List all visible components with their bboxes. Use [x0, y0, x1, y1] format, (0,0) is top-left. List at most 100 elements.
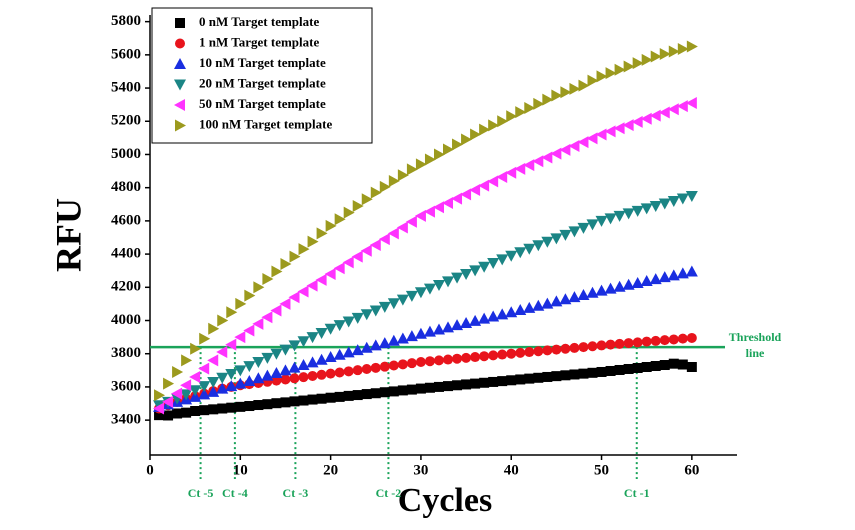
y-tick-label: 3600: [111, 378, 141, 394]
legend-label: 0 nM Target template: [199, 14, 319, 29]
marker: [370, 186, 382, 199]
x-tick-label: 0: [146, 462, 154, 478]
marker: [433, 148, 445, 161]
marker: [604, 125, 616, 138]
marker: [487, 175, 499, 188]
marker: [632, 337, 643, 348]
marker: [605, 67, 617, 80]
marker: [343, 366, 354, 377]
marker: [560, 343, 571, 354]
marker: [298, 243, 310, 256]
marker: [307, 235, 319, 248]
marker: [514, 162, 526, 175]
marker: [351, 344, 364, 356]
marker: [315, 273, 327, 286]
marker: [452, 353, 463, 364]
marker: [532, 240, 545, 252]
marker: [506, 348, 517, 359]
marker: [174, 58, 186, 69]
ct-label: Ct -4: [222, 486, 248, 500]
marker: [154, 410, 165, 421]
ct-label: Ct -5: [188, 486, 214, 500]
marker: [171, 387, 183, 400]
y-tick-label: 4200: [111, 279, 141, 295]
y-tick-label: 4600: [111, 212, 141, 228]
marker: [306, 356, 319, 368]
marker: [667, 195, 680, 207]
marker: [423, 325, 436, 337]
marker: [460, 269, 473, 281]
marker: [541, 297, 554, 309]
marker: [175, 18, 185, 28]
marker: [533, 97, 545, 110]
marker: [405, 215, 417, 228]
marker: [289, 250, 301, 263]
y-axis-label: RFU: [48, 198, 88, 272]
marker: [343, 206, 355, 219]
marker: [352, 365, 363, 376]
marker: [225, 368, 238, 380]
marker: [460, 188, 472, 201]
marker: [686, 362, 697, 372]
marker: [532, 155, 544, 168]
marker: [632, 362, 643, 373]
threshold-label: Threshold: [729, 330, 782, 344]
marker: [451, 319, 464, 331]
y-tick-label: 5200: [111, 113, 141, 129]
marker: [333, 262, 345, 275]
marker: [288, 291, 300, 304]
marker: [388, 360, 399, 371]
marker: [685, 97, 697, 109]
marker: [497, 115, 509, 128]
x-tick-label: 20: [323, 462, 338, 478]
marker: [261, 352, 274, 364]
marker: [496, 254, 509, 266]
marker: [605, 365, 616, 376]
legend-label: 10 nM Target template: [199, 55, 326, 70]
marker: [352, 199, 364, 212]
series: [154, 40, 698, 402]
marker: [478, 179, 490, 192]
legend-label: 100 nM Target template: [199, 116, 332, 131]
marker: [523, 159, 535, 172]
marker: [569, 342, 580, 353]
marker: [379, 387, 390, 398]
marker: [432, 323, 445, 335]
marker: [415, 383, 426, 394]
marker: [569, 82, 581, 95]
marker: [496, 171, 508, 184]
marker: [487, 258, 500, 270]
marker: [234, 331, 246, 344]
marker: [685, 190, 698, 202]
marker: [342, 346, 355, 358]
marker: [334, 391, 345, 402]
marker: [360, 309, 373, 321]
marker: [614, 364, 625, 375]
marker: [370, 362, 381, 373]
marker: [216, 382, 229, 394]
marker: [306, 279, 318, 292]
marker: [342, 256, 354, 269]
marker: [551, 371, 562, 382]
marker: [234, 365, 247, 377]
marker: [360, 244, 372, 257]
marker: [496, 308, 509, 320]
marker: [550, 147, 562, 160]
marker: [506, 110, 518, 123]
marker: [316, 227, 328, 240]
marker: [414, 209, 426, 222]
marker: [632, 57, 644, 70]
marker: [279, 364, 292, 376]
marker: [506, 375, 517, 386]
marker: [578, 342, 589, 353]
marker: [686, 332, 697, 343]
marker: [541, 236, 554, 248]
marker: [270, 348, 283, 360]
marker: [406, 358, 417, 369]
y-tick-label: 5600: [111, 46, 141, 62]
marker: [677, 333, 688, 344]
marker: [622, 119, 634, 132]
marker: [154, 389, 166, 402]
marker: [198, 381, 211, 393]
